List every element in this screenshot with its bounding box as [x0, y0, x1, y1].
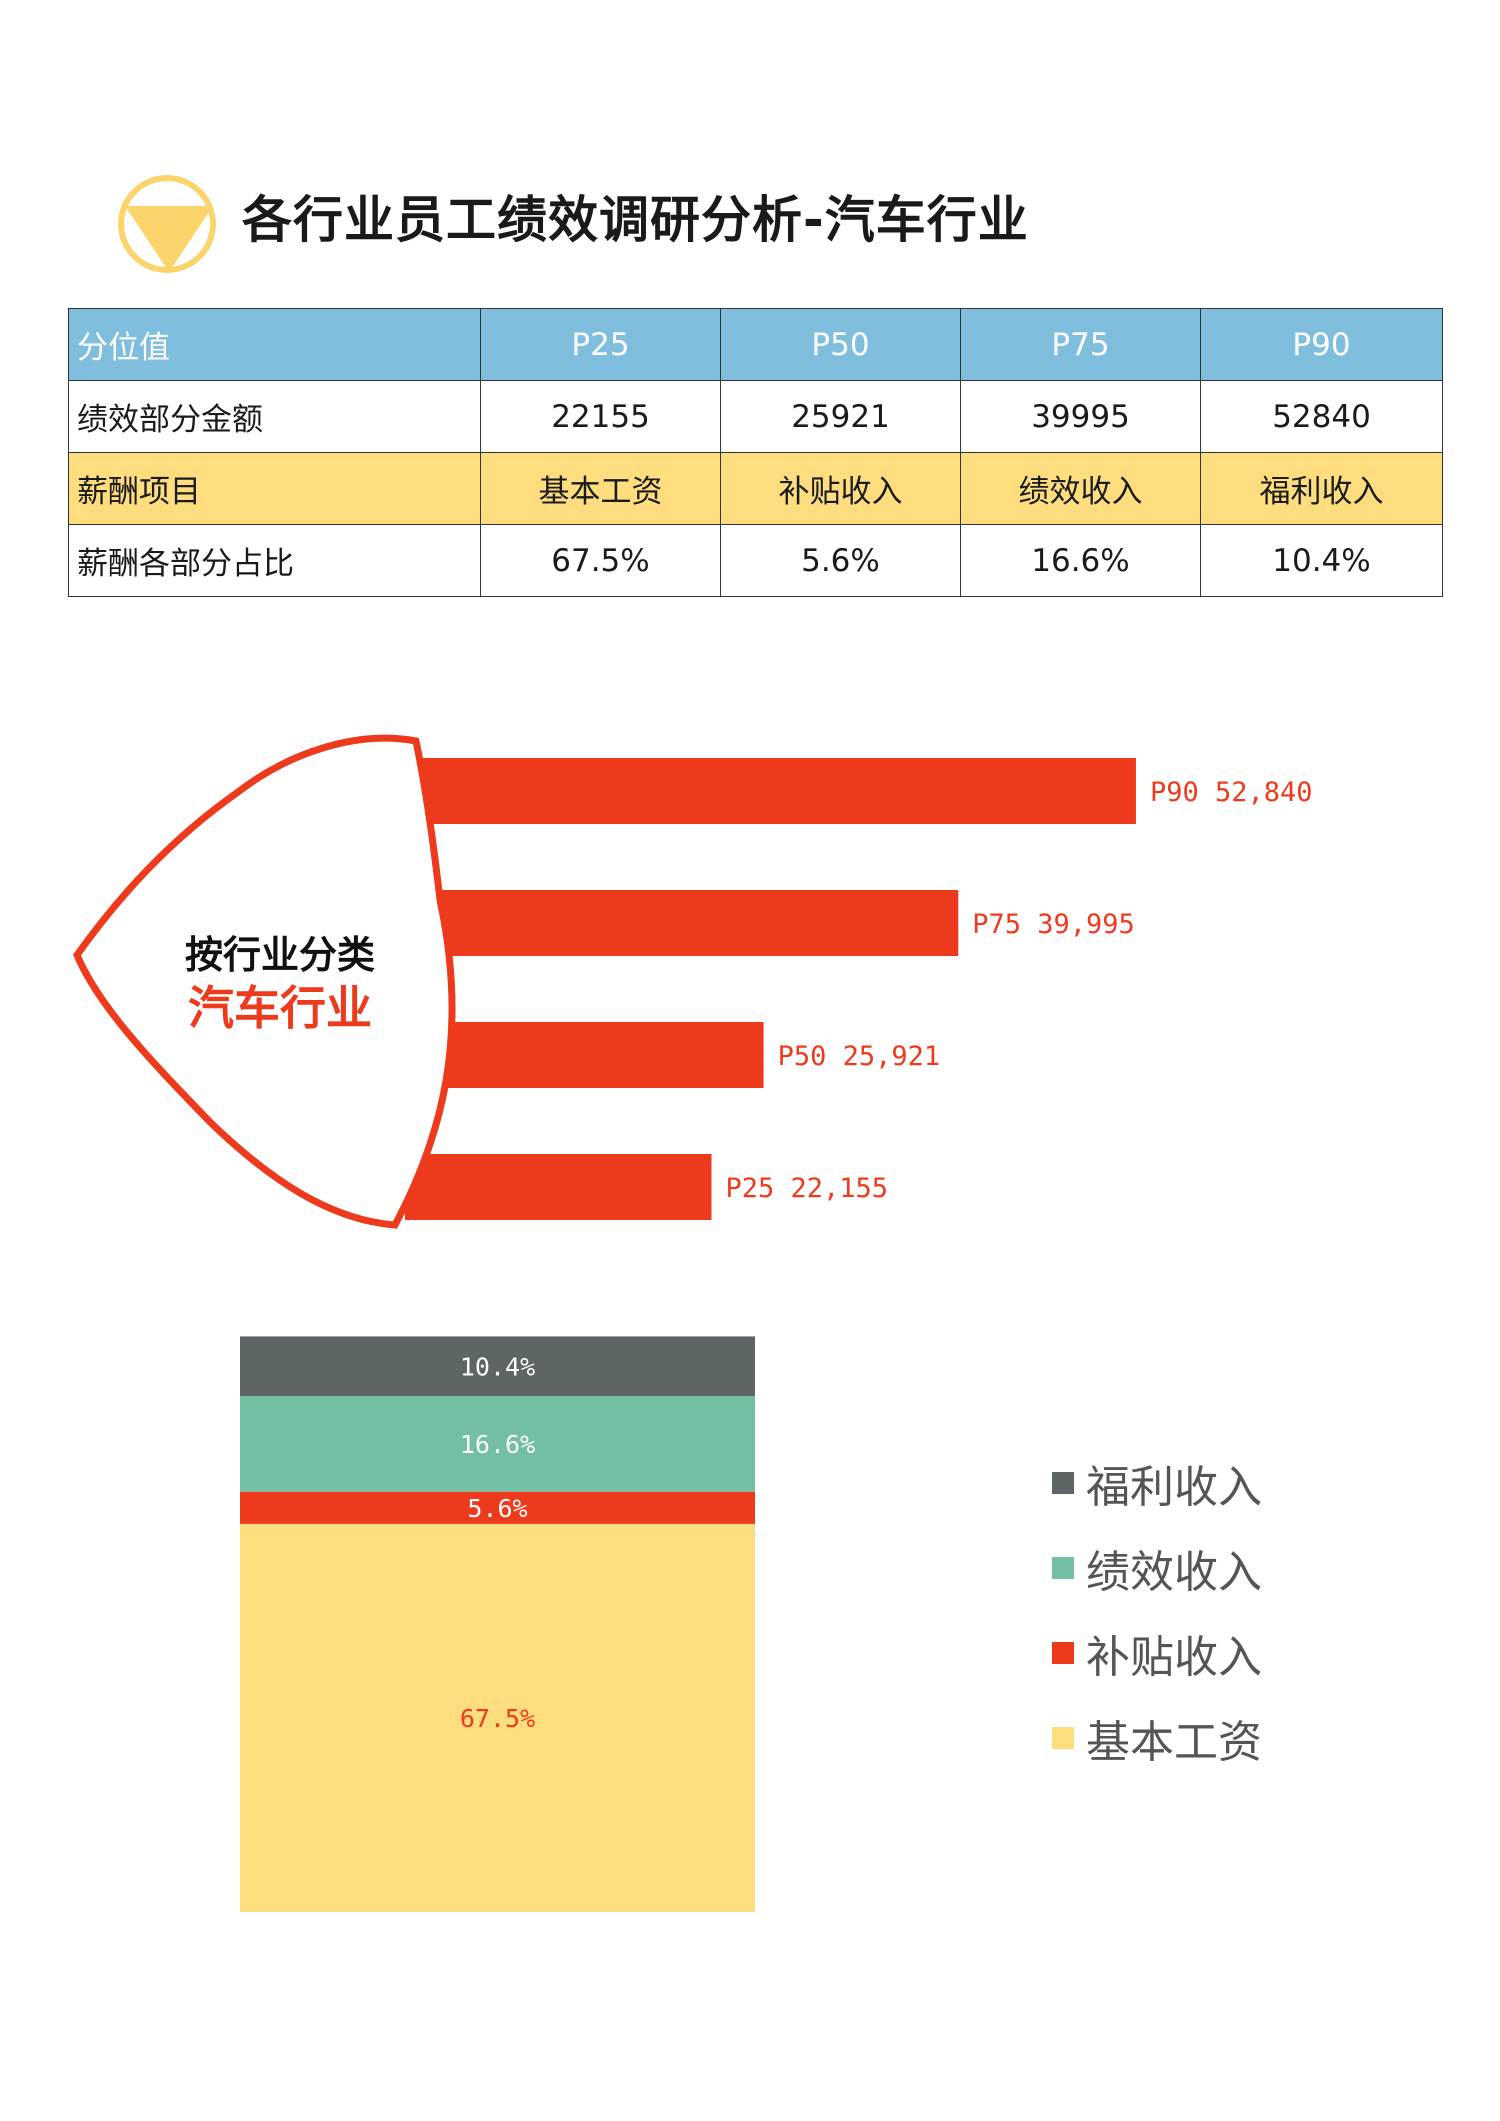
- legend-swatch: [1052, 1641, 1074, 1664]
- summary-table: 分位值 P25 P50 P75 P90 绩效部分金额 22155 25921 3…: [68, 308, 1443, 597]
- pay-composition-stacked-chart: 67.5% 5.6% 16.6% 10.4%: [240, 1336, 755, 1912]
- bar-p75: [405, 890, 959, 956]
- table-row-share: 薪酬各部分占比 67.5% 5.6% 16.6% 10.4%: [68, 524, 1443, 597]
- bar-p90: [405, 758, 1136, 824]
- table-cell: 补贴收入: [720, 452, 961, 525]
- category-shield-shape: [73, 734, 456, 1229]
- table-cell: P50: [720, 308, 961, 381]
- table-cell: 39995: [960, 380, 1201, 453]
- legend-label: 补贴收入: [1086, 1631, 1262, 1683]
- shield-title-line-1: 按行业分类: [185, 933, 375, 977]
- bar-data-label: P50 25,921: [778, 1041, 941, 1072]
- stack-segment: [240, 1336, 755, 1397]
- stack-segment: [240, 1491, 755, 1524]
- table-row-label: 薪酬各部分占比: [68, 524, 481, 597]
- table-row-pay-item: 薪酬项目 基本工资 补贴收入 绩效收入 福利收入: [68, 452, 1443, 525]
- table-cell: 67.5%: [480, 524, 721, 597]
- table-row-amount: 绩效部分金额 22155 25921 39995 52840: [68, 380, 1443, 453]
- page-title: 各行业员工绩效调研分析-汽车行业: [242, 191, 1029, 249]
- legend-item: 绩效收入: [1052, 1525, 1262, 1610]
- stack-segment: [240, 1396, 755, 1492]
- shield-title-line-2: 汽车行业: [188, 981, 372, 1035]
- table-cell: 22155: [480, 380, 721, 453]
- legend-item: 补贴收入: [1052, 1610, 1262, 1695]
- table-cell: 52840: [1200, 380, 1443, 453]
- legend-label: 福利收入: [1086, 1461, 1262, 1513]
- legend-label: 基本工资: [1086, 1716, 1262, 1768]
- table-cell: 基本工资: [480, 452, 721, 525]
- stack-segment: [240, 1523, 755, 1912]
- table-cell: 10.4%: [1200, 524, 1443, 597]
- table-cell: P25: [480, 308, 721, 381]
- legend-item: 福利收入: [1052, 1440, 1262, 1525]
- table-cell: P75: [960, 308, 1201, 381]
- triangle-logo-icon: [118, 175, 216, 273]
- percentile-bar-chart: P90 52,840 P75 39,995 P50 25,921 P25 22,155…: [73, 734, 1313, 1229]
- legend-swatch: [1052, 1471, 1074, 1494]
- stack-data-label: 16.6%: [460, 1430, 535, 1459]
- table-cell: 16.6%: [960, 524, 1201, 597]
- stack-data-label: 10.4%: [460, 1352, 535, 1381]
- legend-label: 绩效收入: [1086, 1546, 1262, 1598]
- table-cell: 25921: [720, 380, 961, 453]
- chart-legend: 福利收入绩效收入补贴收入基本工资: [1052, 1440, 1262, 1780]
- table-row-label: 绩效部分金额: [68, 380, 481, 453]
- legend-item: 基本工资: [1052, 1695, 1262, 1780]
- table-cell: P90: [1200, 308, 1443, 381]
- bar-p25: [405, 1154, 712, 1220]
- bar-data-label: P90 52,840: [1150, 777, 1313, 808]
- bar-p50: [405, 1022, 764, 1088]
- legend-swatch: [1052, 1726, 1074, 1749]
- stack-data-label: 5.6%: [467, 1494, 527, 1523]
- stack-data-label: 67.5%: [460, 1704, 535, 1733]
- table-cell: 福利收入: [1200, 452, 1443, 525]
- table-cell: 绩效收入: [960, 452, 1201, 525]
- legend-swatch: [1052, 1556, 1074, 1579]
- table-row-label: 分位值: [68, 308, 481, 381]
- table-row-percentile: 分位值 P25 P50 P75 P90: [68, 308, 1443, 381]
- table-cell: 5.6%: [720, 524, 961, 597]
- bar-data-label: P25 22,155: [725, 1173, 888, 1204]
- table-row-label: 薪酬项目: [68, 452, 481, 525]
- bar-data-label: P75 39,995: [972, 909, 1135, 940]
